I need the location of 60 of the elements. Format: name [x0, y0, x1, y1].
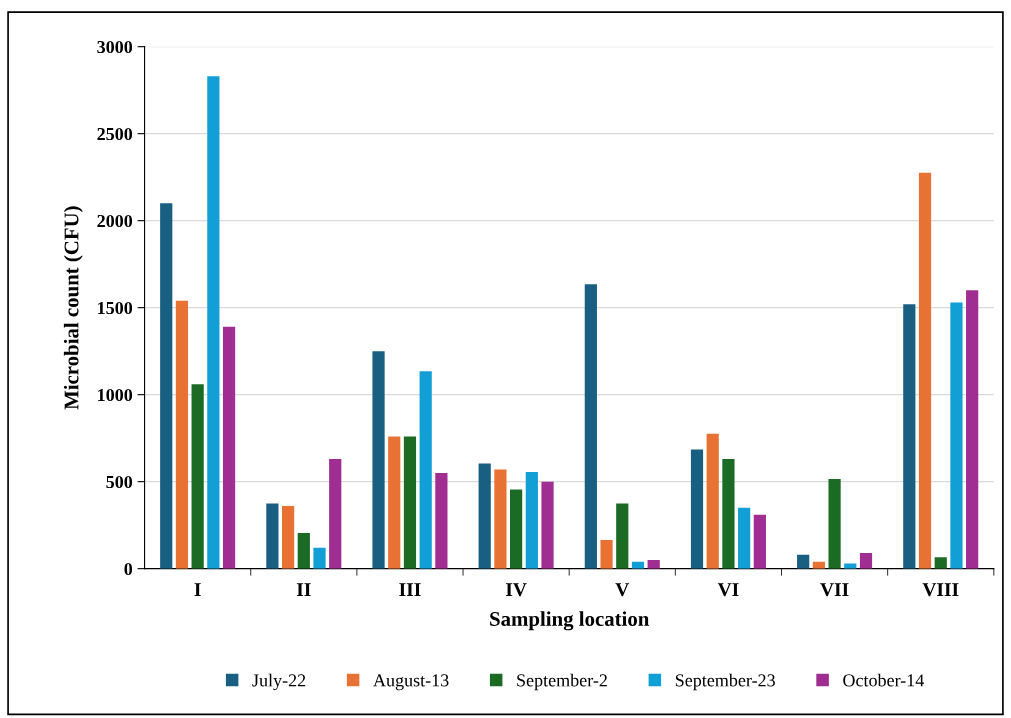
bar	[541, 481, 554, 569]
bar	[494, 469, 507, 569]
y-axis-title: Microbial count (CFU)	[63, 206, 83, 410]
bar	[706, 433, 719, 569]
bar	[584, 284, 597, 569]
bar	[966, 290, 979, 569]
y-tick-label: 0	[124, 562, 133, 576]
y-tick-label: 1500	[98, 301, 133, 315]
bar	[419, 371, 432, 569]
bar	[918, 172, 932, 569]
bar	[525, 472, 538, 569]
bar	[372, 351, 385, 569]
x-tick-label: II	[296, 583, 311, 597]
bar	[266, 503, 279, 569]
bar	[738, 507, 751, 569]
bar	[207, 76, 220, 569]
y-tick-label: 2500	[97, 127, 133, 141]
x-tick-label: V	[615, 583, 630, 597]
x-axis-title: Sampling location	[490, 611, 650, 631]
bar	[388, 436, 401, 569]
bar	[478, 463, 491, 569]
bar	[510, 489, 523, 569]
bar	[950, 302, 963, 569]
bar	[297, 532, 310, 569]
bar	[797, 554, 810, 569]
bar	[222, 326, 236, 569]
bar	[329, 459, 342, 569]
bar	[690, 449, 704, 569]
bar	[160, 203, 173, 569]
legend-label: October-14	[843, 673, 925, 687]
bar	[175, 300, 189, 569]
bar	[753, 514, 766, 569]
x-tick-label: III	[399, 583, 421, 597]
bar	[191, 384, 204, 569]
bar	[600, 539, 613, 569]
legend-label: August-13	[373, 674, 449, 691]
x-tick-label: VI	[717, 583, 739, 597]
y-tick-label: 2000	[97, 214, 133, 228]
bar	[903, 304, 916, 569]
legend-label: September-2	[517, 673, 607, 691]
legend-label: July-22	[252, 673, 306, 691]
y-tick-label: 3000	[97, 40, 133, 54]
bar	[435, 472, 448, 569]
x-tick-label: VIII	[922, 583, 959, 597]
bar	[281, 506, 295, 569]
y-tick-label: 500	[106, 475, 133, 489]
bar	[403, 436, 417, 569]
x-tick-label: I	[194, 583, 201, 597]
y-tick-label: 1000	[98, 388, 133, 402]
bar	[828, 479, 841, 569]
bar	[616, 503, 629, 569]
bar	[313, 547, 326, 569]
bar	[844, 563, 857, 569]
legend-label: September-23	[675, 673, 775, 691]
bar	[647, 559, 660, 569]
bar	[722, 459, 735, 569]
bar	[934, 557, 947, 569]
x-tick-label: VII	[820, 583, 849, 597]
bar	[859, 553, 873, 569]
x-tick-label: IV	[505, 583, 527, 597]
